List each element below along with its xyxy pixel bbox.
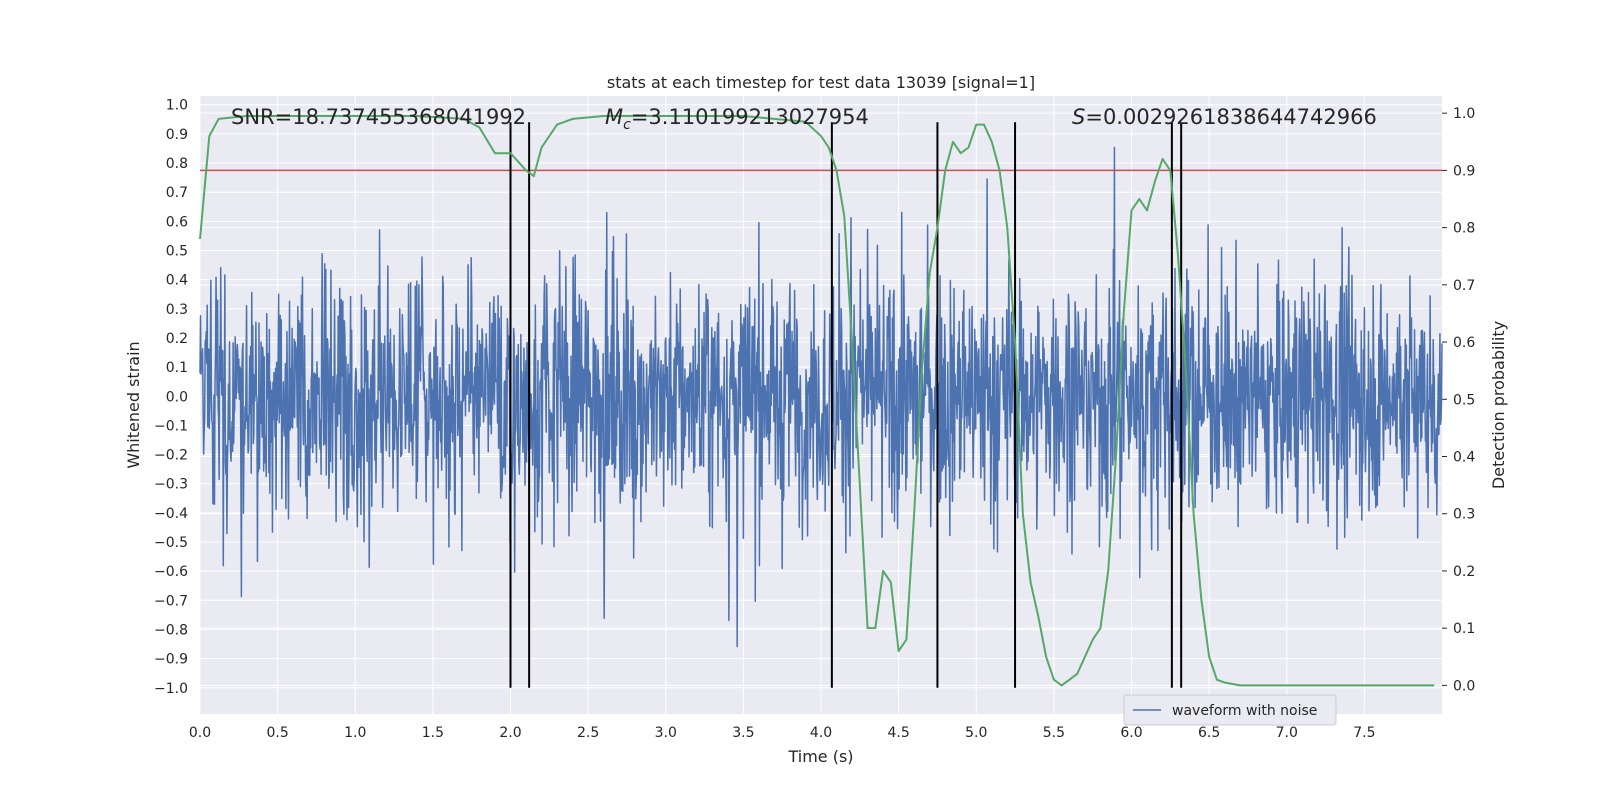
right-y-tick-label: 0.7 <box>1453 278 1475 294</box>
right-y-tick-label: 0.4 <box>1453 450 1475 466</box>
mc-symbol: M <box>605 105 623 129</box>
x-tick-label: 0.5 <box>266 725 288 741</box>
x-tick-label: 6.0 <box>1120 725 1142 741</box>
chart-title: stats at each timestep for test data 130… <box>607 73 1035 92</box>
x-tick-label: 3.5 <box>732 725 754 741</box>
right-y-tick-label: 0.0 <box>1453 678 1475 694</box>
right-y-tick-label: 0.8 <box>1453 221 1475 237</box>
y-tick-label: 0.6 <box>166 214 188 230</box>
left-y-tick-labels: 1.0 0.9 0.8 0.7 0.6 0.5 0.4 0.3 0.2 0.1 0.0 −0.1 −0.… <box>154 98 188 697</box>
y-axis-label-right: Detection probability <box>1489 321 1508 489</box>
x-tick-label: 5.0 <box>965 725 987 741</box>
snr-annotation: SNR=18.737455368041992 <box>231 105 526 129</box>
y-tick-label: −0.2 <box>154 448 188 464</box>
x-tick-label: 0.0 <box>189 725 211 741</box>
mc-subscript: c <box>623 117 631 133</box>
x-tick-label: 5.5 <box>1043 725 1065 741</box>
x-axis-label: Time (s) <box>787 747 853 766</box>
y-tick-label: 0.8 <box>166 156 188 172</box>
right-y-tick-label: 0.5 <box>1453 392 1475 408</box>
legend: waveform with noise <box>1123 694 1337 726</box>
x-tick-label: 7.5 <box>1353 725 1375 741</box>
right-y-tick-labels: 1.0 0.9 0.8 0.7 0.6 0.5 0.4 0.3 0.2 0.1 0.0 <box>1453 106 1475 694</box>
s-value: =0.0029261838644742966 <box>1085 105 1377 129</box>
y-tick-label: −0.7 <box>154 593 188 609</box>
s-annotation: S=0.0029261838644742966 <box>1072 105 1377 129</box>
legend-box <box>1123 694 1337 726</box>
right-y-tick-label: 1.0 <box>1453 106 1475 122</box>
x-tick-label: 2.5 <box>577 725 599 741</box>
y-tick-label: 0.3 <box>166 302 188 318</box>
y-tick-label: −0.4 <box>154 506 188 522</box>
y-tick-label: −0.3 <box>154 477 188 493</box>
mc-value: =3.110199213027954 <box>631 105 869 129</box>
y-tick-label: 0.5 <box>166 244 188 260</box>
x-tick-label: 1.5 <box>422 725 444 741</box>
right-y-tick-label: 0.6 <box>1453 335 1475 351</box>
mc-annotation: Mc=3.110199213027954 <box>605 105 869 133</box>
y-tick-label: 0.9 <box>166 127 188 143</box>
right-y-tick-label: 0.1 <box>1453 621 1475 637</box>
vertical-markers <box>509 122 1183 688</box>
y-tick-label: −0.1 <box>154 418 188 434</box>
y-tick-label: 0.1 <box>166 360 188 376</box>
x-tick-label: 2.0 <box>499 725 521 741</box>
x-tick-label: 4.0 <box>810 725 832 741</box>
x-tick-label: 1.0 <box>344 725 366 741</box>
s-symbol: S <box>1072 105 1085 129</box>
x-tick-label: 3.0 <box>655 725 677 741</box>
y-tick-label: 0.7 <box>166 185 188 201</box>
y-tick-label: −0.5 <box>154 535 188 551</box>
x-tick-label: 4.5 <box>887 725 909 741</box>
waveform-series <box>199 146 1443 648</box>
y-tick-label: 0.0 <box>166 389 188 405</box>
x-tick-label: 6.5 <box>1198 725 1220 741</box>
right-y-gridlines <box>200 112 1447 686</box>
y-tick-label: 0.4 <box>166 273 188 289</box>
y-tick-label: 1.0 <box>166 98 188 114</box>
y-tick-label: −0.8 <box>154 622 188 638</box>
y-tick-label: −0.6 <box>154 564 188 580</box>
right-y-tick-label: 0.3 <box>1453 507 1475 523</box>
waveform-line <box>199 146 1443 648</box>
right-y-tick-label: 0.2 <box>1453 564 1475 580</box>
x-tick-labels: 0.0 0.5 1.0 1.5 2.0 2.5 3.0 3.5 4.0 4.5 5.0 5.5 6.0 6… <box>189 725 1376 741</box>
probability-line <box>199 115 1435 687</box>
x-tick-label: 7.0 <box>1276 725 1298 741</box>
y-axis-label-left: Whitened strain <box>124 341 143 468</box>
probability-series <box>199 115 1435 687</box>
y-tick-label: −1.0 <box>154 681 188 697</box>
right-y-tick-label: 0.9 <box>1453 163 1475 179</box>
y-tick-label: 0.2 <box>166 331 188 347</box>
y-tick-label: −0.9 <box>154 652 188 668</box>
legend-label: waveform with noise <box>1172 703 1317 719</box>
